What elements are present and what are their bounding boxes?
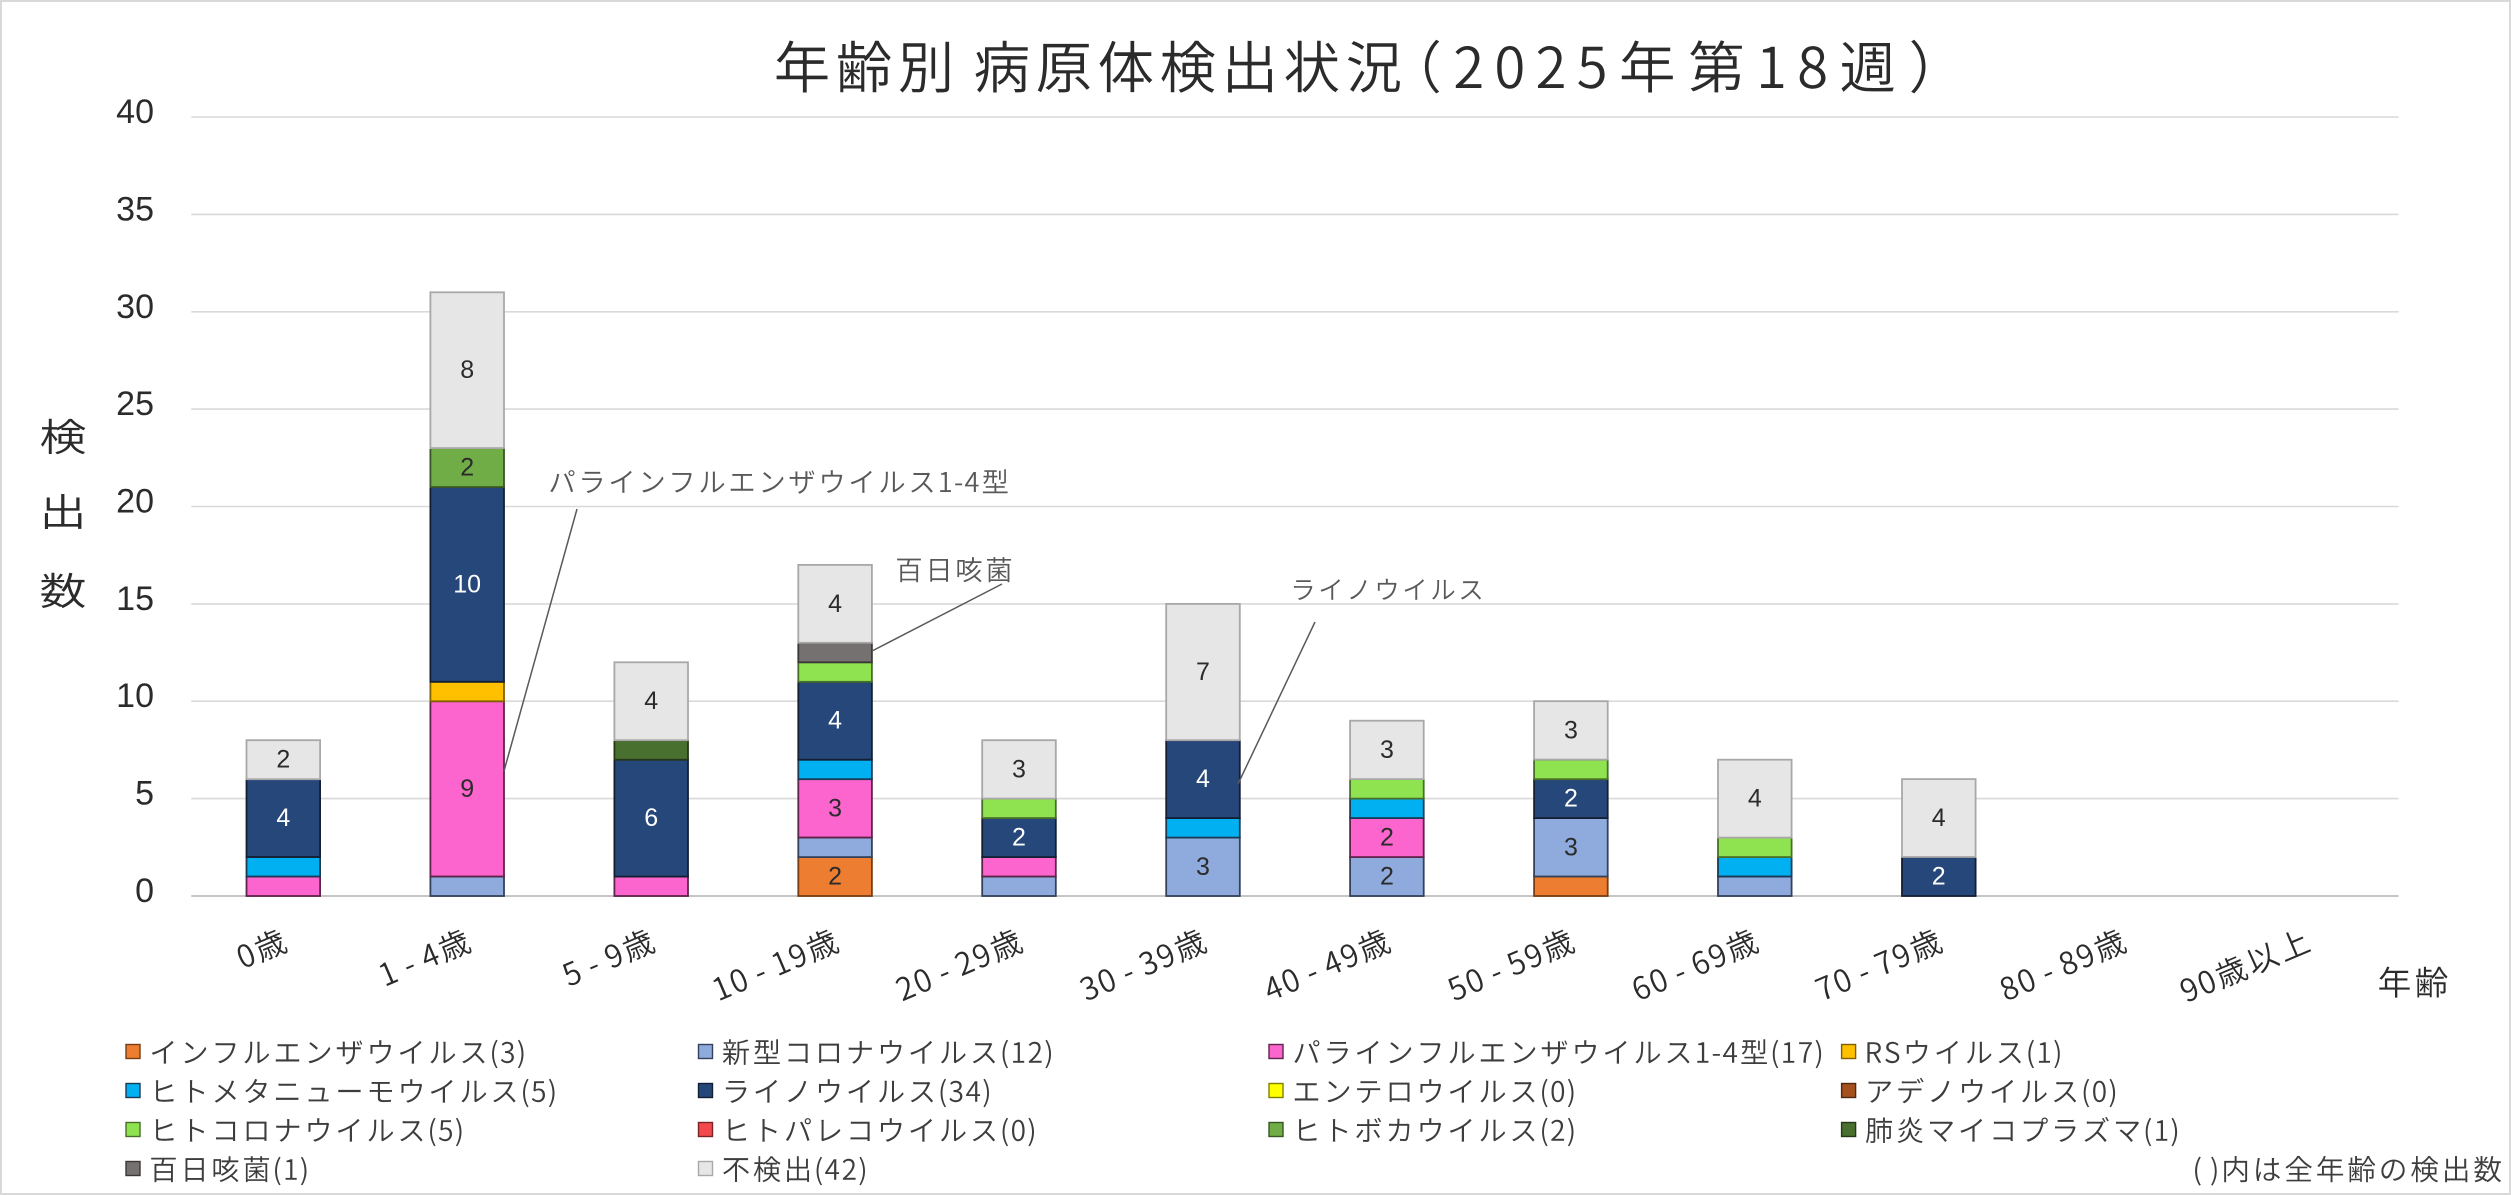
svg-text:3: 3 xyxy=(1380,736,1394,764)
svg-text:10: 10 xyxy=(116,677,154,715)
svg-text:3: 3 xyxy=(1196,853,1210,881)
svg-text:4: 4 xyxy=(828,707,842,735)
svg-text:0: 0 xyxy=(135,872,154,910)
svg-text:3: 3 xyxy=(1564,833,1578,861)
svg-text:4: 4 xyxy=(828,590,842,618)
svg-text:3: 3 xyxy=(828,794,842,822)
svg-text:7: 7 xyxy=(1196,658,1210,686)
svg-text:2: 2 xyxy=(276,746,290,774)
svg-text:4: 4 xyxy=(644,687,658,715)
svg-text:40: 40 xyxy=(116,93,154,131)
svg-text:4: 4 xyxy=(276,804,290,832)
svg-text:2: 2 xyxy=(460,454,474,482)
svg-text:3: 3 xyxy=(1564,717,1578,745)
svg-text:2: 2 xyxy=(828,863,842,891)
svg-text:25: 25 xyxy=(116,385,154,423)
svg-text:4: 4 xyxy=(1932,804,1946,832)
svg-text:2: 2 xyxy=(1380,863,1394,891)
svg-text:2: 2 xyxy=(1932,863,1946,891)
svg-text:3: 3 xyxy=(1012,755,1026,783)
svg-text:2: 2 xyxy=(1564,785,1578,813)
svg-text:6: 6 xyxy=(644,804,658,832)
svg-text:30: 30 xyxy=(116,288,154,326)
svg-text:8: 8 xyxy=(460,356,474,384)
svg-text:4: 4 xyxy=(1748,785,1762,813)
svg-text:9: 9 xyxy=(460,775,474,803)
svg-text:2: 2 xyxy=(1012,824,1026,852)
svg-text:5: 5 xyxy=(135,775,154,813)
svg-text:15: 15 xyxy=(116,580,154,618)
svg-text:10: 10 xyxy=(453,570,481,598)
svg-text:2: 2 xyxy=(1380,824,1394,852)
svg-text:35: 35 xyxy=(116,190,154,228)
svg-text:20: 20 xyxy=(116,483,154,521)
svg-text:4: 4 xyxy=(1196,765,1210,793)
